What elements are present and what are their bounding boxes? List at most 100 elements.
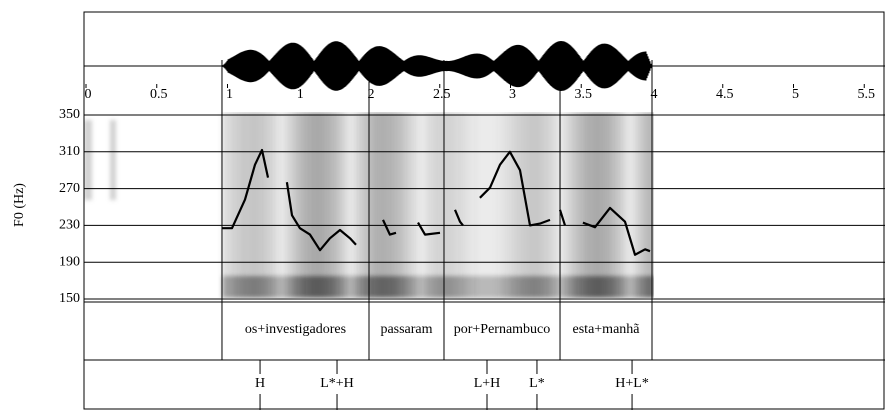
x-tick-label: 2.5: [433, 87, 451, 102]
spectrogram-column: [294, 112, 298, 298]
spectrogram-band: [362, 276, 366, 298]
spectrogram-column: [426, 112, 430, 298]
spectrogram-band: [334, 276, 338, 298]
spectrogram-band: [490, 276, 494, 298]
y-tick-label: 230: [59, 218, 80, 233]
spectrogram-band: [254, 276, 258, 298]
spectrogram-column: [526, 112, 530, 298]
spectrogram-band: [234, 276, 238, 298]
tone-label: H+L*: [615, 376, 649, 391]
spectrogram-column: [330, 112, 334, 298]
spectrogram-band: [482, 276, 486, 298]
y-tick-label: 350: [59, 107, 80, 122]
spectrogram-column: [642, 112, 646, 298]
spectrogram-band: [238, 276, 242, 298]
tone-label: H: [255, 376, 265, 391]
x-tick-label: 2: [368, 87, 375, 102]
x-tick-label: 3.5: [575, 87, 593, 102]
spectrogram-column: [262, 112, 266, 298]
spectrogram-column: [618, 112, 622, 298]
spectrogram-column: [610, 112, 614, 298]
spectrogram-band: [450, 276, 454, 298]
spectrogram-band: [530, 276, 534, 298]
spectrogram-band: [406, 276, 410, 298]
spectrogram-band: [286, 276, 290, 298]
spectrogram-column: [254, 112, 258, 298]
spectrogram-column: [246, 112, 250, 298]
spectrogram-band: [626, 276, 630, 298]
spectrogram-band: [478, 276, 482, 298]
spectrogram-column: [414, 112, 418, 298]
spectrogram-column: [422, 112, 426, 298]
spectrogram-column: [458, 112, 462, 298]
spectrogram-column: [438, 112, 442, 298]
spectrogram-column: [84, 120, 92, 200]
spectrogram-column: [530, 112, 534, 298]
spectrogram-band: [590, 276, 594, 298]
word-label: esta+manhã: [573, 322, 641, 337]
spectrogram-band: [470, 276, 474, 298]
spectrogram-column: [402, 112, 406, 298]
x-tick-label: 0.5: [150, 87, 168, 102]
spectrogram-band: [510, 276, 514, 298]
spectrogram-band: [630, 276, 634, 298]
spectrogram-column: [334, 112, 338, 298]
spectrogram-column: [634, 112, 638, 298]
spectrogram-band: [314, 276, 318, 298]
spectrogram-band: [526, 276, 530, 298]
spectrogram-band: [282, 276, 286, 298]
x-tick-label: 4: [651, 87, 658, 102]
word-label: os+investigadores: [245, 322, 346, 337]
x-tick-label: 3: [509, 87, 516, 102]
spectrogram-band: [538, 276, 542, 298]
spectrogram-column: [498, 112, 502, 298]
spectrogram-column: [226, 112, 230, 298]
y-tick-label: 150: [59, 291, 80, 306]
spectrogram-column: [274, 112, 278, 298]
spectrogram-column: [326, 112, 330, 298]
frame: [83, 11, 885, 410]
spectrogram-column: [286, 112, 290, 298]
spectrogram-column: [638, 112, 642, 298]
spectrogram-band: [410, 276, 414, 298]
spectrogram-band: [518, 276, 522, 298]
spectrogram-band: [318, 276, 322, 298]
spectrogram-band: [266, 276, 270, 298]
spectrogram-band: [306, 276, 310, 298]
spectrogram-band: [342, 276, 346, 298]
spectrogram-column: [234, 112, 238, 298]
spectrogram-column: [342, 112, 346, 298]
spectrogram-band: [418, 276, 422, 298]
spectrogram-band: [462, 276, 466, 298]
spectrogram-band: [310, 276, 314, 298]
spectrogram-column: [378, 112, 382, 298]
spectrogram-band: [446, 276, 450, 298]
spectrogram-band: [454, 276, 458, 298]
spectrogram-band: [638, 276, 642, 298]
spectrogram-column: [646, 112, 650, 298]
spectrogram-band: [386, 276, 390, 298]
spectrogram-band: [302, 276, 306, 298]
spectrogram-column: [606, 112, 610, 298]
spectrogram-band: [522, 276, 526, 298]
spectrogram-column: [494, 112, 498, 298]
spectrogram-band: [486, 276, 490, 298]
spectrogram-column: [598, 112, 602, 298]
y-tick-label: 310: [59, 144, 80, 159]
spectrogram-column: [522, 112, 526, 298]
spectrogram-column: [602, 112, 606, 298]
spectrogram-band: [350, 276, 354, 298]
tone-label: L*+H: [320, 376, 354, 391]
spectrogram-band: [230, 276, 234, 298]
spectrogram-column: [566, 112, 570, 298]
spectrogram-column: [374, 112, 378, 298]
spectrogram-band: [458, 276, 462, 298]
spectrogram-column: [302, 112, 306, 298]
spectrogram-column: [270, 112, 274, 298]
spectrogram-band: [574, 276, 578, 298]
spectrogram-band: [338, 276, 342, 298]
spectrogram-band: [610, 276, 614, 298]
f0-contour: [222, 148, 651, 256]
spectrogram-column: [466, 112, 470, 298]
